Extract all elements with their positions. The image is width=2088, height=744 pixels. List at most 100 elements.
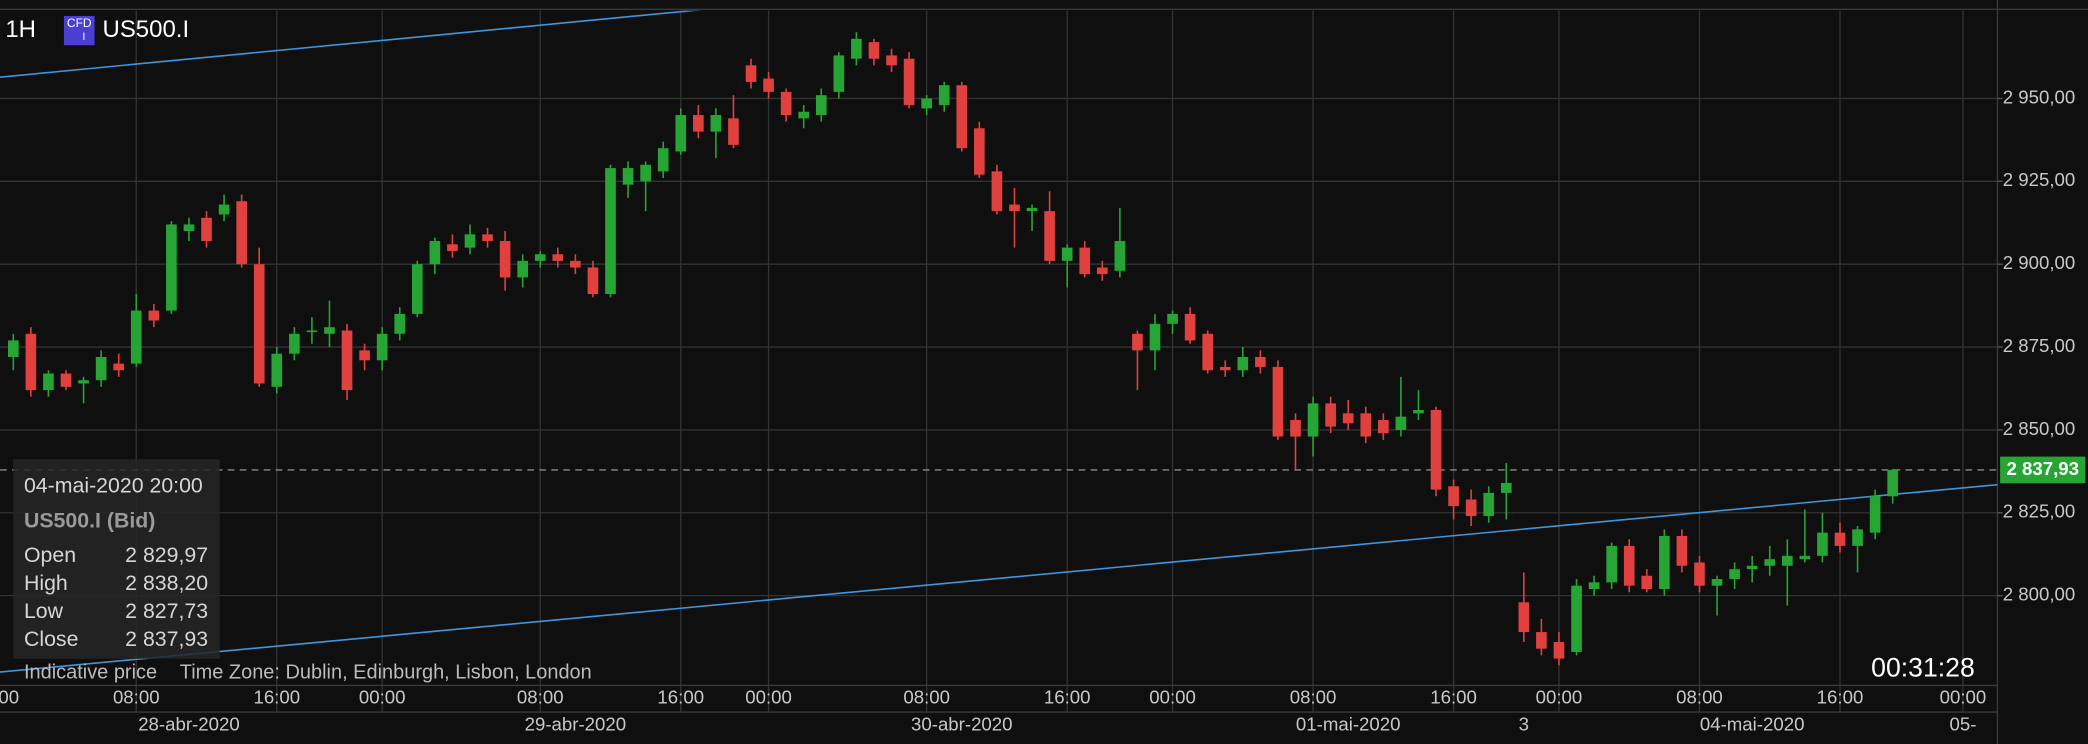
badge-text: I <box>82 31 85 43</box>
date-label: 3 <box>1519 713 1529 734</box>
candle-body <box>1606 545 1617 583</box>
candle-body <box>1799 555 1811 560</box>
candle-body <box>394 313 406 334</box>
timezone: Time Zone: Dublin, Edinburgh, Lisbon, Lo… <box>180 662 592 684</box>
candle-body <box>1483 492 1495 517</box>
trendline <box>0 483 1998 673</box>
date-label: 30-abr-2020 <box>911 713 1013 734</box>
candle-body <box>938 85 950 106</box>
candle-body <box>1676 535 1688 566</box>
candle-body <box>1149 323 1161 351</box>
tooltip-value: 2 829,97 <box>125 543 208 567</box>
candle-body <box>183 224 195 232</box>
x-tick-label: 16:00 <box>1817 687 1864 708</box>
date-label: 05- <box>1949 713 1976 734</box>
x-tick-label: 08:00 <box>1290 687 1337 708</box>
candle-body <box>1430 410 1442 490</box>
candle-body <box>1325 403 1336 427</box>
x-tick-label: 16:00 <box>1044 687 1091 708</box>
candle-body <box>622 168 634 185</box>
candle-body <box>429 240 441 265</box>
tooltip-label: Low <box>24 599 64 623</box>
candle-body <box>815 95 827 116</box>
tooltip-label: High <box>24 571 68 595</box>
candle-body <box>447 244 458 251</box>
candle-body <box>1184 313 1196 341</box>
candle-body <box>411 264 423 314</box>
countdown: 00:31:28 <box>1871 653 1975 683</box>
x-tick-label: 16:00 <box>657 687 704 708</box>
badge-text: CFD <box>67 16 92 30</box>
interval[interactable]: 1H <box>5 16 36 43</box>
candle-body <box>657 148 669 172</box>
candle-body <box>482 234 493 241</box>
candle-body <box>851 38 862 59</box>
candle-body <box>271 353 283 387</box>
candle-body <box>1096 267 1108 275</box>
x-tick-label: 08:00 <box>517 687 564 708</box>
candle-body <box>341 330 353 391</box>
x-tick-label: 00:00 <box>0 687 19 708</box>
candle-body <box>1044 211 1055 261</box>
date-label: 29-abr-2020 <box>525 713 627 734</box>
candle-body <box>148 310 160 321</box>
candle-body <box>1272 366 1284 437</box>
x-tick-label: 00:00 <box>1149 687 1196 708</box>
candle-body <box>60 373 72 387</box>
tooltip-value: 2 837,93 <box>125 627 208 651</box>
trendline <box>0 10 700 78</box>
x-tick-label: 16:00 <box>253 687 300 708</box>
candle-body <box>1009 204 1020 212</box>
candle-body <box>1114 240 1126 271</box>
last-price-label: 2 837,93 <box>2006 458 2079 479</box>
candle-body <box>253 264 265 384</box>
candle-body <box>517 260 529 278</box>
date-label: 01-mai-2020 <box>1296 713 1401 734</box>
candle-body <box>552 254 564 261</box>
candle-body <box>499 240 511 278</box>
candle-body <box>710 115 722 132</box>
x-tick-label: 00:00 <box>1940 687 1987 708</box>
x-tick-label: 08:00 <box>1676 687 1723 708</box>
candle-body <box>1378 419 1389 434</box>
candle-body <box>1536 632 1547 649</box>
x-tick-label: 16:00 <box>1430 687 1477 708</box>
tooltip-label: Open <box>24 543 76 567</box>
symbol[interactable]: US500.I <box>103 16 190 43</box>
candle-body <box>798 111 810 119</box>
candle-body <box>728 118 739 145</box>
candle-body <box>868 42 880 59</box>
candle-body <box>236 201 247 265</box>
candle-body <box>833 55 845 92</box>
candle-body <box>1729 569 1740 580</box>
candle-body <box>1026 207 1038 212</box>
candle-body <box>1237 356 1249 371</box>
date-label: 28-abr-2020 <box>138 713 240 734</box>
candle-body <box>201 217 212 241</box>
candle-body <box>1413 410 1424 414</box>
candle-body <box>1219 366 1231 371</box>
last-price-tag <box>2000 456 2086 484</box>
candle-body <box>7 340 19 357</box>
x-tick-label: 00:00 <box>745 687 792 708</box>
axes: 2 800,00 2 825,00 2 850,00 2 875,00 2 900,00… <box>0 86 2086 734</box>
candle-body <box>570 260 581 268</box>
tooltip-label: Close <box>24 627 78 651</box>
candle-body <box>1255 356 1266 367</box>
candle-body <box>1623 545 1635 586</box>
y-tick-label: 2 850,00 <box>2003 418 2076 439</box>
candle-body <box>1694 562 1705 586</box>
candle-body <box>956 85 968 149</box>
candle-body <box>1202 333 1214 371</box>
candle-body <box>1395 416 1407 430</box>
candle-body <box>1887 469 1899 497</box>
x-tick-label: 00:00 <box>1536 687 1583 708</box>
candle-body <box>166 224 177 311</box>
candle-body <box>1711 579 1723 586</box>
candle-body <box>1307 403 1319 437</box>
candle-body <box>1571 585 1582 652</box>
candle-body <box>1500 482 1512 493</box>
candle-body <box>1079 247 1091 275</box>
tooltip-value: 2 827,73 <box>125 599 208 623</box>
